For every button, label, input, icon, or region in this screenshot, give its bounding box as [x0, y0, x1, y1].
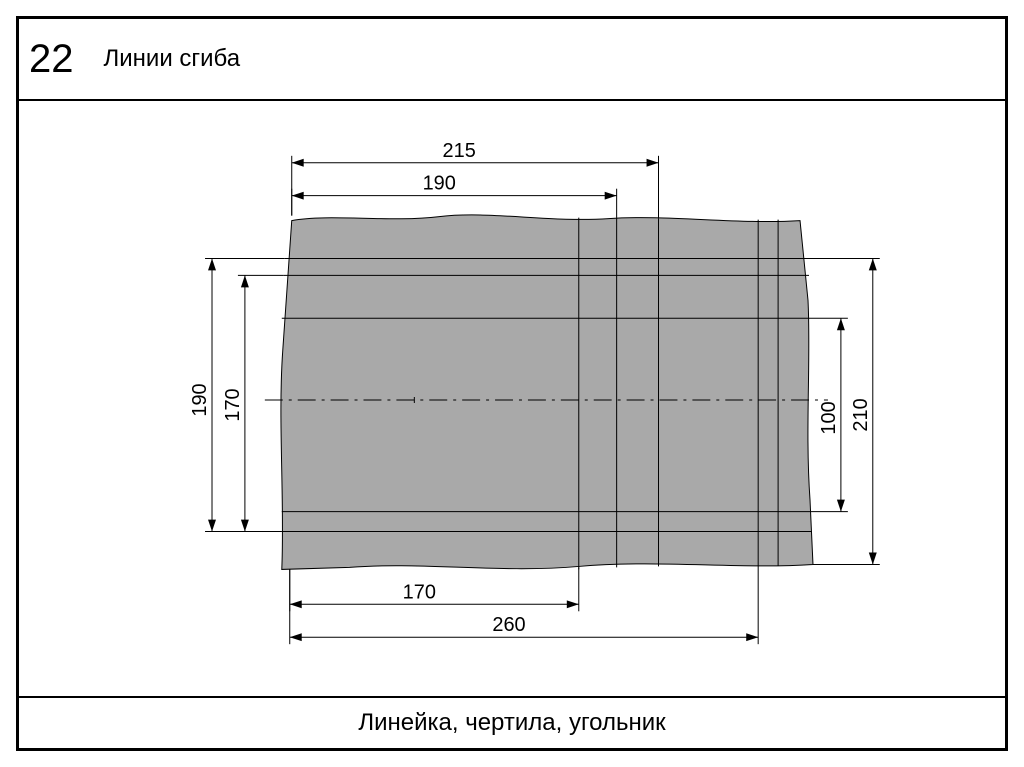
- dim-label-215: 215: [443, 140, 476, 162]
- drawing-area: 215 190 170: [19, 101, 1005, 696]
- dim-label-190-left: 190: [189, 383, 211, 416]
- dim-right-100: 100: [810, 318, 848, 511]
- dim-left-170: 170: [222, 275, 284, 531]
- page: 22 Линии сгиба: [0, 0, 1024, 767]
- header: 22 Линии сгиба: [19, 19, 1005, 101]
- technical-drawing: 215 190 170: [19, 101, 1005, 696]
- header-title: Линии сгиба: [104, 45, 241, 73]
- dim-label-170-bottom: 170: [403, 581, 436, 603]
- dim-label-100: 100: [818, 401, 840, 434]
- dim-bottom-170: 170: [290, 567, 579, 611]
- dim-label-260: 260: [492, 614, 525, 636]
- dim-top-215: 215: [292, 140, 659, 219]
- dim-label-210: 210: [850, 398, 872, 431]
- dim-label-170-left: 170: [222, 388, 244, 421]
- dim-top-190: 190: [292, 173, 617, 218]
- footer-tools: Линейка, чертила, угольник: [358, 709, 665, 737]
- footer: Линейка, чертила, угольник: [19, 696, 1005, 748]
- dim-label-190-top: 190: [423, 173, 456, 195]
- header-number: 22: [29, 37, 74, 82]
- frame: 22 Линии сгиба: [16, 16, 1008, 751]
- blank-shape: [281, 215, 813, 570]
